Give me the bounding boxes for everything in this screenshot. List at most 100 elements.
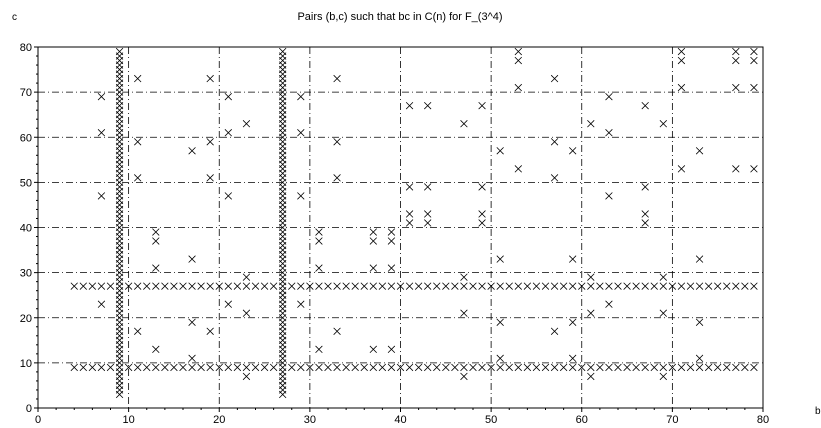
data-point: [605, 300, 613, 308]
data-point: [732, 47, 740, 56]
data-point: [587, 282, 595, 290]
data-point: [596, 282, 604, 290]
data-point: [152, 345, 160, 354]
data-point: [405, 363, 414, 372]
data-point: [97, 282, 106, 290]
data-point: [623, 363, 631, 372]
data-point: [523, 282, 532, 290]
data-point: [215, 282, 223, 290]
data-point: [550, 174, 559, 182]
data-point: [695, 255, 704, 263]
data-point: [134, 74, 142, 83]
data-point: [378, 363, 387, 372]
data-point: [650, 282, 658, 290]
y-tick-label: 20: [20, 313, 32, 325]
data-point: [387, 282, 396, 290]
data-point: [242, 372, 251, 381]
data-point: [324, 363, 332, 372]
data-point: [741, 282, 749, 290]
data-point: [369, 363, 377, 372]
data-point: [342, 282, 350, 290]
data-point: [387, 237, 396, 245]
data-point: [97, 363, 106, 372]
data-point: [224, 363, 232, 372]
data-point: [134, 282, 142, 290]
data-point: [206, 74, 214, 83]
data-point: [433, 282, 441, 290]
data-point: [115, 47, 124, 56]
data-point: [641, 219, 649, 227]
data-point: [641, 101, 649, 110]
data-point: [188, 147, 196, 155]
data-point: [478, 219, 486, 227]
data-point: [496, 147, 504, 155]
x-tick-label: 30: [304, 414, 316, 426]
data-point: [686, 282, 695, 290]
data-point: [695, 354, 704, 363]
data-point: [405, 101, 414, 110]
data-point: [569, 354, 577, 363]
data-point: [442, 282, 450, 290]
data-point: [288, 363, 296, 372]
data-point: [206, 363, 214, 372]
data-point: [424, 183, 432, 191]
data-point: [279, 47, 287, 56]
data-point: [496, 318, 504, 326]
data-point: [387, 345, 396, 354]
data-point: [297, 129, 305, 137]
data-point: [333, 327, 341, 335]
x-tick-label: 20: [213, 414, 225, 426]
data-point: [723, 282, 731, 290]
data-point: [469, 282, 477, 290]
data-point: [659, 372, 667, 381]
data-point: [88, 363, 97, 372]
x-tick-label: 70: [666, 414, 678, 426]
data-point: [750, 165, 758, 173]
data-point: [242, 120, 251, 128]
data-point: [505, 282, 513, 290]
data-point: [197, 363, 205, 372]
data-point: [550, 138, 559, 146]
data-point: [215, 363, 223, 372]
data-point: [342, 363, 350, 372]
data-point: [487, 363, 495, 372]
data-point: [260, 282, 269, 290]
data-point: [750, 363, 758, 372]
data-point: [677, 56, 686, 65]
data-point: [97, 92, 106, 101]
data-point: [460, 309, 468, 317]
data-point: [79, 363, 87, 372]
data-point: [106, 282, 115, 290]
data-point: [587, 372, 595, 381]
data-point: [659, 282, 667, 290]
data-point: [451, 363, 459, 372]
data-point: [387, 363, 396, 372]
data-point: [134, 327, 142, 335]
data-point: [297, 92, 305, 101]
data-point: [242, 273, 251, 281]
data-point: [315, 264, 323, 272]
data-point: [288, 282, 296, 290]
data-point: [170, 363, 178, 372]
data-point: [668, 282, 677, 290]
data-point: [233, 282, 242, 290]
data-point: [333, 282, 341, 290]
data-point: [315, 282, 323, 290]
data-point: [451, 282, 459, 290]
data-point: [351, 363, 359, 372]
data-point: [396, 282, 405, 290]
data-point: [351, 282, 359, 290]
data-point: [641, 363, 649, 372]
data-point: [405, 282, 414, 290]
data-point: [414, 363, 423, 372]
data-point: [704, 363, 713, 372]
data-point: [732, 56, 740, 65]
data-point: [641, 282, 649, 290]
data-point: [587, 120, 595, 128]
y-tick-label: 30: [20, 268, 32, 280]
data-point: [659, 363, 667, 372]
data-point: [704, 282, 713, 290]
data-point: [315, 345, 323, 354]
data-point: [152, 363, 160, 372]
y-tick-label: 10: [20, 358, 32, 370]
